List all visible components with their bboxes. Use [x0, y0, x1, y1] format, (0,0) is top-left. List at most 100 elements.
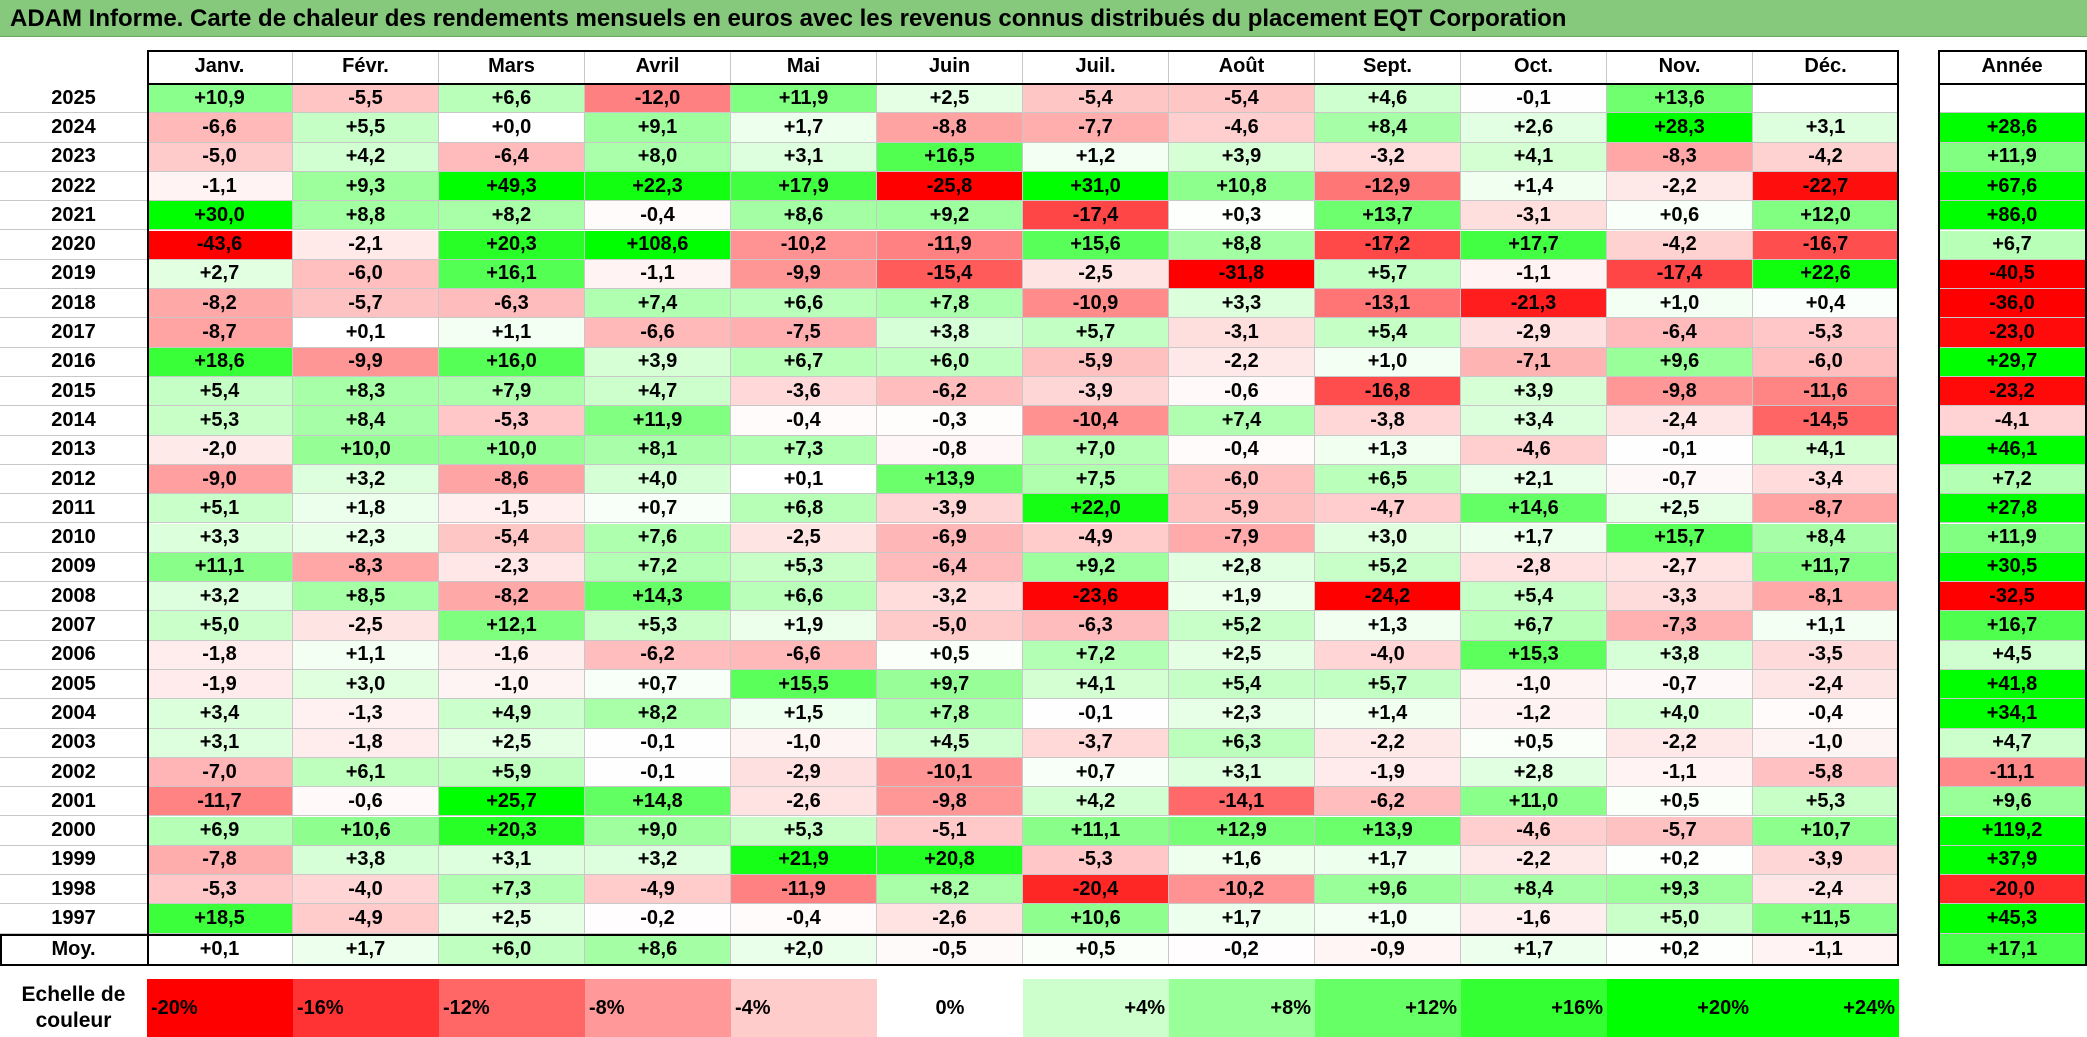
color-scale-label: Echelle de couleur: [0, 979, 147, 1037]
heatmap-cell: -9,8: [1607, 377, 1753, 407]
heatmap-cell: +31,0: [1023, 171, 1169, 202]
heatmap-cell: -5,9: [1169, 494, 1315, 524]
heatmap-cell: -2,9: [731, 757, 877, 788]
heatmap-cell: +5,3: [585, 611, 731, 641]
heatmap-cell: +7,4: [1169, 406, 1315, 436]
heatmap-cell: +8,4: [1315, 113, 1461, 143]
heatmap-cell: +8,4: [1753, 523, 1899, 553]
heatmap-cell: +14,8: [585, 787, 731, 817]
month-header: Sept.: [1315, 50, 1461, 83]
heatmap-cell: -2,2: [1315, 728, 1461, 758]
heatmap-cell: +9,3: [293, 171, 439, 202]
heatmap-cell: +20,3: [439, 816, 585, 846]
heatmap-cell: -2,2: [1461, 845, 1607, 876]
average-cell: +8,6: [585, 934, 731, 966]
heatmap-cell: +8,2: [439, 201, 585, 231]
heatmap-cell: -17,2: [1315, 230, 1461, 260]
heatmap-cell: +2,8: [1461, 757, 1607, 788]
heatmap-cell: +9,0: [585, 816, 731, 846]
heatmap-cell: +1,1: [439, 318, 585, 348]
heatmap-cell: +5,7: [1315, 670, 1461, 700]
color-scale-step: +20%: [1607, 979, 1753, 1037]
year-label: 2023: [0, 143, 147, 172]
heatmap-cell: +5,0: [1607, 904, 1753, 934]
year-label: 2003: [0, 729, 147, 758]
heatmap-cell: +4,0: [1607, 699, 1753, 729]
heatmap-cell: +10,9: [147, 84, 293, 114]
heatmap-cell: +2,7: [147, 259, 293, 290]
month-header: Févr.: [293, 50, 439, 83]
heatmap-cell: -4,0: [1315, 640, 1461, 670]
year-label: 2002: [0, 758, 147, 788]
heatmap-cell: +1,0: [1607, 289, 1753, 319]
heatmap-cell: -2,5: [1023, 259, 1169, 290]
average-cell: -0,2: [1169, 934, 1315, 966]
heatmap-cell: +5,5: [293, 113, 439, 143]
heatmap-cell: +3,8: [877, 318, 1023, 348]
heatmap-cell: +5,4: [1315, 318, 1461, 348]
heatmap-cell: +7,5: [1023, 464, 1169, 495]
heatmap-cell: -4,2: [1607, 230, 1753, 260]
heatmap-cell: -1,3: [293, 699, 439, 729]
heatmap-cell: -4,9: [585, 875, 731, 905]
heatmap-cell: -5,3: [439, 406, 585, 436]
annual-cell: +11,9: [1938, 142, 2087, 172]
heatmap-cell: +0,5: [1607, 787, 1753, 817]
annual-cell: +9,6: [1938, 787, 2087, 817]
heatmap-cell: -5,0: [147, 142, 293, 172]
annual-cell: +41,8: [1938, 670, 2087, 700]
heatmap-cell: +6,6: [731, 582, 877, 612]
heatmap-cell: -0,6: [293, 787, 439, 817]
heatmap-cell: -0,2: [585, 904, 731, 934]
year-label: 2021: [0, 201, 147, 231]
heatmap-cell: -5,4: [1023, 84, 1169, 114]
year-label: 2024: [0, 113, 147, 143]
year-label: 2008: [0, 582, 147, 612]
heatmap-cell: -0,4: [1169, 435, 1315, 465]
annual-cell: +7,2: [1938, 464, 2087, 495]
heatmap-cell: -4,6: [1461, 816, 1607, 846]
annual-cell: +16,7: [1938, 611, 2087, 641]
heatmap-cell: -3,1: [1461, 201, 1607, 231]
heatmap-cell: -0,4: [585, 201, 731, 231]
heatmap-cell: -24,2: [1315, 582, 1461, 612]
heatmap-cell: +4,6: [1315, 84, 1461, 114]
year-label: 2013: [0, 436, 147, 465]
heatmap-cell: -8,2: [147, 289, 293, 319]
heatmap-cell: -2,4: [1753, 670, 1899, 700]
heatmap-cell: +2,5: [1607, 494, 1753, 524]
heatmap-cell: -5,7: [1607, 816, 1753, 846]
heatmap-cell: +2,5: [1169, 640, 1315, 670]
heatmap-cell: -43,6: [147, 230, 293, 260]
heatmap-cell: +18,5: [147, 904, 293, 934]
heatmap-cell: -1,9: [1315, 757, 1461, 788]
heatmap-cell: +2,5: [439, 904, 585, 934]
heatmap-cell: -1,8: [147, 640, 293, 670]
heatmap-cell: +15,5: [731, 670, 877, 700]
heatmap-cell: +10,6: [1023, 904, 1169, 934]
heatmap-cell: +2,1: [1461, 464, 1607, 495]
annual-cell: +29,7: [1938, 347, 2087, 377]
heatmap-cell: +18,6: [147, 347, 293, 377]
heatmap-cell: +1,7: [731, 113, 877, 143]
heatmap-cell: -3,9: [877, 494, 1023, 524]
heatmap-cell: +7,2: [585, 552, 731, 583]
heatmap-cell: -11,7: [147, 787, 293, 817]
color-scale-step: -16%: [293, 979, 439, 1037]
heatmap-cell: +1,1: [1753, 611, 1899, 641]
heatmap-cell: -2,4: [1753, 875, 1899, 905]
heatmap-cell: +3,8: [1607, 640, 1753, 670]
heatmap-cell: -2,0: [147, 435, 293, 465]
heatmap-cell: -2,6: [877, 904, 1023, 934]
heatmap-cell: +6,9: [147, 816, 293, 846]
average-cell: +0,2: [1607, 934, 1753, 966]
heatmap-cell: -4,6: [1169, 113, 1315, 143]
heatmap-cell: +11,1: [147, 552, 293, 583]
heatmap-cell: -2,2: [1607, 171, 1753, 202]
annual-cell: +28,6: [1938, 113, 2087, 143]
color-scale-step: -20%: [147, 979, 293, 1037]
heatmap-cell: -6,4: [439, 142, 585, 172]
heatmap-cell: +1,1: [293, 640, 439, 670]
heatmap-cell: +10,7: [1753, 816, 1899, 846]
heatmap-cell: -1,1: [147, 171, 293, 202]
